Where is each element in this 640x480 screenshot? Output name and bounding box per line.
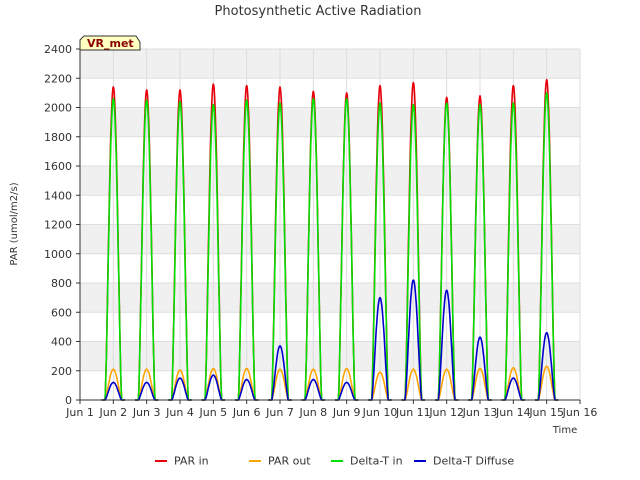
x-tick-label: Jun 8 <box>298 406 327 419</box>
y-tick-label: 1600 <box>44 160 72 173</box>
series-line-par-out <box>101 365 559 401</box>
y-tick-label: 1800 <box>44 131 72 144</box>
y-tick-label: 2200 <box>44 72 72 85</box>
x-tick-label: Jun 1 <box>65 406 94 419</box>
y-tick-label: 800 <box>51 277 72 290</box>
y-tick-label: 1200 <box>44 219 72 232</box>
x-tick-label: Jun 3 <box>132 406 161 419</box>
legend-label: PAR out <box>268 455 311 468</box>
x-tick-label: Jun 6 <box>232 406 261 419</box>
y-tick-label: 1000 <box>44 248 72 261</box>
background-band <box>80 312 580 342</box>
y-axis-label: PAR (umol/m2/s) <box>9 182 20 265</box>
series-line-delta-t-in <box>101 92 559 401</box>
background-band <box>80 166 580 196</box>
y-tick-label: 600 <box>51 306 72 319</box>
site-badge-label: VR_met <box>87 37 134 50</box>
series-layer <box>101 78 559 401</box>
x-tick-label: Jun 10 <box>362 406 398 419</box>
y-tick-label: 2000 <box>44 102 72 115</box>
legend-item-par-in: PAR in <box>155 455 209 468</box>
legend-item-delta-t-diffuse: Delta-T Diffuse <box>414 455 514 468</box>
legend-item-delta-t-in: Delta-T in <box>331 455 403 468</box>
legend: PAR in PAR out Delta-T in Delta-T Diffuse <box>155 455 514 468</box>
background-band <box>80 195 580 225</box>
y-tick-label: 0 <box>65 394 72 407</box>
background-band <box>80 136 580 166</box>
x-tick-label: Jun 5 <box>198 406 227 419</box>
site-badge: VR_met <box>79 35 141 51</box>
legend-item-par-out: PAR out <box>249 455 311 468</box>
x-tick-label: Jun 2 <box>98 406 127 419</box>
y-tick-label: 400 <box>51 336 72 349</box>
x-tick-label: Jun 16 <box>562 406 598 419</box>
x-tick-label: Jun 7 <box>265 406 294 419</box>
x-tick-label: Jun 14 <box>495 406 531 419</box>
x-tick-label: Jun 11 <box>395 406 431 419</box>
chart-title: Photosynthetic Active Radiation <box>215 4 422 19</box>
legend-label: Delta-T Diffuse <box>433 455 514 468</box>
background-bands <box>80 49 580 400</box>
series-line-par-in <box>101 78 559 401</box>
x-tick-label: Jun 15 <box>528 406 564 419</box>
background-band <box>80 253 580 283</box>
x-tick-label: Jun 9 <box>332 406 361 419</box>
series-line-delta-t-diffuse <box>101 279 559 401</box>
background-band <box>80 49 580 79</box>
background-band <box>80 283 580 313</box>
legend-label: PAR in <box>174 455 209 468</box>
y-tick-label: 200 <box>51 365 72 378</box>
x-tick-label: Jun 12 <box>428 406 464 419</box>
site-badge-box <box>79 35 141 51</box>
x-tick-label: Jun 4 <box>165 406 194 419</box>
tick-labels: 0 200 400 600 800 1000 1200 1400 1600 1800 2000 220… <box>44 43 597 419</box>
background-band <box>80 341 580 371</box>
y-tick-label: 2400 <box>44 43 72 56</box>
x-axis-label: Time <box>552 425 577 436</box>
background-band <box>80 224 580 254</box>
legend-label: Delta-T in <box>350 455 403 468</box>
x-tick-label: Jun 13 <box>462 406 498 419</box>
y-tick-label: 1400 <box>44 189 72 202</box>
background-band <box>80 107 580 137</box>
background-band <box>80 370 580 400</box>
background-band <box>80 78 580 108</box>
